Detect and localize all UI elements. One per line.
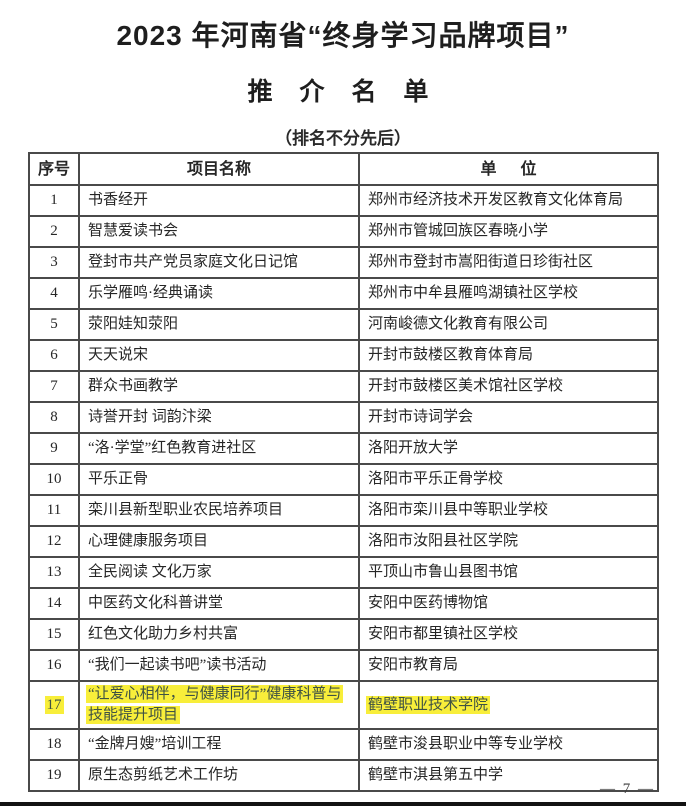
cell-unit-name: 河南峻德文化教育有限公司: [358, 308, 659, 341]
cell-serial-number: 5: [28, 308, 80, 341]
cell-project-name: 心理健康服务项目: [78, 525, 360, 558]
table-row: 10 平乐正骨 洛阳市平乐正骨学校: [28, 463, 659, 496]
cell-serial-number: 4: [28, 277, 80, 310]
cell-serial-number: 8: [28, 401, 80, 434]
cell-project-name: 全民阅读 文化万家: [78, 556, 360, 589]
cell-project-name: “金牌月嫂”培训工程: [78, 728, 360, 761]
cell-serial-number: 7: [28, 370, 80, 403]
table-row: 14 中医药文化科普讲堂 安阳中医药博物馆: [28, 587, 659, 620]
header-cell-name: 项目名称: [78, 152, 360, 186]
page-subtitle: 推 介 名 单: [247, 78, 439, 106]
projects-table: 序号 项目名称 单 位 1 书香经开 郑州市经济技术开发区教育文化体育局 2 智…: [28, 152, 659, 792]
cell-serial-number: 14: [28, 587, 80, 620]
cell-serial-number: 3: [28, 246, 80, 279]
cell-unit-name: 洛阳开放大学: [358, 432, 659, 465]
cell-serial-number: 10: [28, 463, 80, 496]
cell-serial-number: 18: [28, 728, 80, 761]
table-row: 11 栾川县新型职业农民培养项目 洛阳市栾川县中等职业学校: [28, 494, 659, 527]
table-row: 18 “金牌月嫂”培训工程 鹤壁市浚县职业中等专业学校: [28, 728, 659, 761]
cell-unit-name: 开封市鼓楼区教育体育局: [358, 339, 659, 372]
cell-serial-number: 11: [28, 494, 80, 527]
cell-unit-name: 安阳市都里镇社区学校: [358, 618, 659, 651]
scan-edge: [0, 802, 686, 806]
cell-serial-number: 12: [28, 525, 80, 558]
table-row: 19 原生态剪纸艺术工作坊 鹤壁市淇县第五中学: [28, 759, 659, 792]
cell-serial-number: 15: [28, 618, 80, 651]
page-title: 2023 年河南省“终身学习品牌项目”: [116, 20, 570, 51]
table-row: 9 “洛·学堂”红色教育进社区 洛阳开放大学: [28, 432, 659, 465]
cell-project-name: “我们一起读书吧”读书活动: [78, 649, 360, 682]
cell-unit-name: 安阳中医药博物馆: [358, 587, 659, 620]
cell-project-name: 红色文化助力乡村共富: [78, 618, 360, 651]
cell-project-name: 乐学雁鸣·经典诵读: [78, 277, 360, 310]
cell-project-name: 诗誉开封 词韵汴梁: [78, 401, 360, 434]
table-row: 15 红色文化助力乡村共富 安阳市都里镇社区学校: [28, 618, 659, 651]
table-row: 1 书香经开 郑州市经济技术开发区教育文化体育局: [28, 184, 659, 217]
cell-serial-number: 2: [28, 215, 80, 248]
cell-serial-number: 17: [28, 680, 80, 730]
cell-project-name: 栾川县新型职业农民培养项目: [78, 494, 360, 527]
cell-unit-name: 鹤壁市浚县职业中等专业学校: [358, 728, 659, 761]
cell-serial-number: 16: [28, 649, 80, 682]
cell-project-name: 中医药文化科普讲堂: [78, 587, 360, 620]
cell-unit-name: 平顶山市鲁山县图书馆: [358, 556, 659, 589]
table-row: 12 心理健康服务项目 洛阳市汝阳县社区学院: [28, 525, 659, 558]
cell-project-name: “让爱心相伴，与健康同行”健康科普与技能提升项目: [78, 680, 360, 730]
cell-unit-name: 洛阳市平乐正骨学校: [358, 463, 659, 496]
table-row: 17 “让爱心相伴，与健康同行”健康科普与技能提升项目 鹤壁职业技术学院: [28, 680, 659, 730]
cell-project-name: 荥阳娃知荥阳: [78, 308, 360, 341]
cell-project-name: 登封市共产党员家庭文化日记馆: [78, 246, 360, 279]
cell-unit-name: 郑州市中牟县雁鸣湖镇社区学校: [358, 277, 659, 310]
cell-unit-name: 开封市诗词学会: [358, 401, 659, 434]
table-row: 4 乐学雁鸣·经典诵读 郑州市中牟县雁鸣湖镇社区学校: [28, 277, 659, 310]
cell-serial-number: 19: [28, 759, 80, 792]
table-row: 3 登封市共产党员家庭文化日记馆 郑州市登封市嵩阳街道日珍街社区: [28, 246, 659, 279]
table-row: 16 “我们一起读书吧”读书活动 安阳市教育局: [28, 649, 659, 682]
cell-unit-name: 郑州市管城回族区春晓小学: [358, 215, 659, 248]
header-cell-no: 序号: [28, 152, 80, 186]
table-row: 13 全民阅读 文化万家 平顶山市鲁山县图书馆: [28, 556, 659, 589]
cell-project-name: “洛·学堂”红色教育进社区: [78, 432, 360, 465]
table-row: 5 荥阳娃知荥阳 河南峻德文化教育有限公司: [28, 308, 659, 341]
cell-unit-name: 郑州市登封市嵩阳街道日珍街社区: [358, 246, 659, 279]
cell-unit-name: 安阳市教育局: [358, 649, 659, 682]
cell-project-name: 平乐正骨: [78, 463, 360, 496]
cell-serial-number: 13: [28, 556, 80, 589]
table-body: 1 书香经开 郑州市经济技术开发区教育文化体育局 2 智慧爱读书会 郑州市管城回…: [28, 184, 659, 792]
cell-project-name: 书香经开: [78, 184, 360, 217]
cell-unit-name: 郑州市经济技术开发区教育文化体育局: [358, 184, 659, 217]
cell-serial-number: 9: [28, 432, 80, 465]
page-number: — 7 —: [600, 781, 655, 797]
table-row: 8 诗誉开封 词韵汴梁 开封市诗词学会: [28, 401, 659, 434]
table-row: 7 群众书画教学 开封市鼓楼区美术馆社区学校: [28, 370, 659, 403]
table-row: 2 智慧爱读书会 郑州市管城回族区春晓小学: [28, 215, 659, 248]
table-header-row: 序号 项目名称 单 位: [28, 152, 659, 186]
cell-unit-name: 开封市鼓楼区美术馆社区学校: [358, 370, 659, 403]
cell-project-name: 原生态剪纸艺术工作坊: [78, 759, 360, 792]
cell-project-name: 群众书画教学: [78, 370, 360, 403]
header-cell-unit: 单 位: [358, 152, 659, 186]
cell-serial-number: 6: [28, 339, 80, 372]
cell-project-name: 智慧爱读书会: [78, 215, 360, 248]
cell-unit-name: 洛阳市汝阳县社区学院: [358, 525, 659, 558]
cell-serial-number: 1: [28, 184, 80, 217]
cell-unit-name: 鹤壁职业技术学院: [358, 680, 659, 730]
ranking-note: （排名不分先后）: [275, 129, 411, 148]
cell-unit-name: 洛阳市栾川县中等职业学校: [358, 494, 659, 527]
cell-unit-name: 鹤壁市淇县第五中学: [358, 759, 659, 792]
cell-project-name: 天天说宋: [78, 339, 360, 372]
table-row: 6 天天说宋 开封市鼓楼区教育体育局: [28, 339, 659, 372]
